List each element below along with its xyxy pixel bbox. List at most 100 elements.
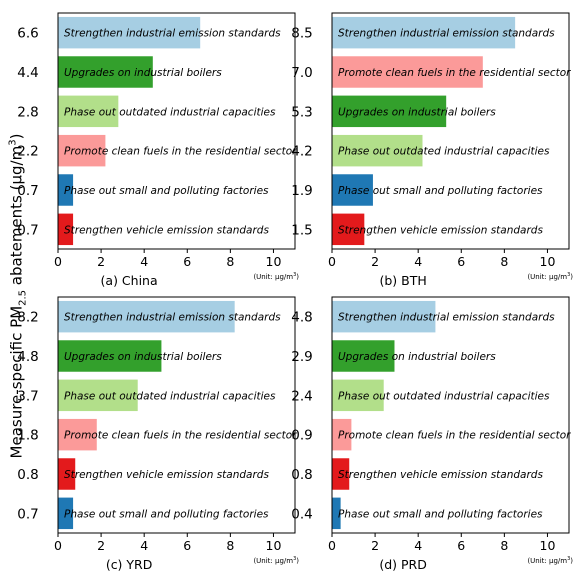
bar-category-label: Strengthen vehicle emission standards bbox=[64, 224, 269, 236]
bar bbox=[58, 174, 74, 206]
bar-category-label: Strengthen vehicle emission standards bbox=[338, 469, 543, 481]
unit-note: (Unit: μg/m3) bbox=[253, 556, 299, 565]
x-tick-label: 4 bbox=[414, 538, 422, 553]
x-tick-label: 8 bbox=[500, 538, 508, 553]
bar-value-label: 1.5 bbox=[291, 222, 312, 238]
bar-value-label: 0.8 bbox=[17, 467, 38, 483]
bar bbox=[58, 134, 106, 167]
x-tick-label: 4 bbox=[140, 538, 148, 553]
bar-value-label: 5.3 bbox=[291, 104, 312, 120]
bar bbox=[58, 497, 74, 530]
bar-category-label: Strengthen vehicle emission standards bbox=[338, 224, 543, 236]
bar-category-label: Strengthen industrial emission standards bbox=[338, 28, 555, 40]
bar-value-label: 8.2 bbox=[17, 310, 38, 326]
bar-category-label: Phase out outdated industrial capacities bbox=[338, 146, 550, 158]
bar-value-label: 0.8 bbox=[291, 467, 312, 483]
bar bbox=[58, 300, 235, 333]
plot-frame bbox=[331, 296, 570, 534]
panel-title: (a) China bbox=[101, 273, 158, 288]
bar-value-label: 4.8 bbox=[291, 310, 312, 326]
bar-value-label: 2.9 bbox=[291, 349, 312, 365]
bar bbox=[332, 56, 483, 88]
x-tick-label: 4 bbox=[414, 254, 422, 269]
x-tick-label: 10 bbox=[540, 538, 556, 553]
x-tick-label: 6 bbox=[183, 254, 191, 269]
bar-value-label: 3.7 bbox=[17, 388, 38, 404]
unit-note: (Unit: μg/m3) bbox=[527, 556, 573, 565]
bar bbox=[58, 340, 162, 372]
bar bbox=[58, 379, 138, 412]
x-tick-label: 2 bbox=[371, 254, 379, 269]
bar bbox=[58, 95, 119, 128]
bar-category-label: Phase out small and polluting factories bbox=[338, 185, 543, 197]
bar bbox=[332, 458, 350, 490]
x-tick-label: 10 bbox=[266, 254, 282, 269]
bar-value-label: 1.8 bbox=[17, 428, 38, 444]
x-tick-label: 6 bbox=[457, 254, 465, 269]
bar-value-label: 4.4 bbox=[17, 65, 38, 81]
x-tick-label: 8 bbox=[226, 538, 234, 553]
bar-category-label: Strengthen industrial emission standards bbox=[338, 312, 555, 324]
panel-title: (d) PRD bbox=[379, 557, 427, 572]
chart-panel-3: Strengthen industrial emission standards… bbox=[17, 296, 299, 572]
bar-category-label: Promote clean fuels in the residential s… bbox=[338, 67, 571, 79]
chart-panel-2: Strengthen industrial emission standards… bbox=[291, 12, 573, 288]
bar bbox=[332, 213, 365, 246]
bar bbox=[332, 340, 395, 372]
x-tick-label: 6 bbox=[183, 538, 191, 553]
bar-value-label: 4.2 bbox=[291, 144, 312, 160]
unit-note: (Unit: μg/m3) bbox=[527, 272, 573, 281]
bar-category-label: Upgrades on industrial boilers bbox=[64, 67, 222, 79]
bar-category-label: Strengthen industrial emission standards bbox=[64, 312, 281, 324]
bar-value-label: 2.8 bbox=[17, 104, 38, 120]
x-tick-label: 0 bbox=[328, 538, 336, 553]
x-tick-label: 10 bbox=[540, 254, 556, 269]
bar-value-label: 6.6 bbox=[17, 26, 38, 42]
bar-category-label: Upgrades on industrial boilers bbox=[338, 106, 496, 118]
bar bbox=[332, 134, 423, 167]
bar bbox=[332, 300, 436, 333]
x-tick-label: 4 bbox=[140, 254, 148, 269]
bar-category-label: Promote clean fuels in the residential s… bbox=[338, 430, 571, 442]
x-tick-label: 6 bbox=[457, 538, 465, 553]
x-tick-label: 2 bbox=[371, 538, 379, 553]
bar-category-label: Promote clean fuels in the residential s… bbox=[64, 146, 297, 158]
bar bbox=[332, 497, 341, 530]
x-tick-label: 2 bbox=[97, 538, 105, 553]
bar-category-label: Phase out small and polluting factories bbox=[64, 508, 269, 520]
chart-panel-1: Strengthen industrial emission standards… bbox=[17, 12, 299, 288]
bar-category-label: Phase out small and polluting factories bbox=[64, 185, 269, 197]
bar-category-label: Upgrades on industrial boilers bbox=[64, 351, 222, 363]
bar-value-label: 0.4 bbox=[291, 506, 312, 522]
plot-frame bbox=[331, 12, 570, 250]
bar-value-label: 1.9 bbox=[291, 183, 312, 199]
bar-category-label: Strengthen vehicle emission standards bbox=[64, 469, 269, 481]
bar-category-label: Promote clean fuels in the residential s… bbox=[64, 430, 297, 442]
x-tick-label: 0 bbox=[54, 254, 62, 269]
x-tick-label: 0 bbox=[54, 538, 62, 553]
bar bbox=[58, 418, 97, 451]
bar bbox=[332, 95, 447, 128]
bar bbox=[58, 213, 74, 246]
bar bbox=[58, 458, 76, 490]
bar-value-label: 4.8 bbox=[17, 349, 38, 365]
bar-category-label: Phase out small and polluting factories bbox=[338, 508, 543, 520]
bar-value-label: 0.7 bbox=[17, 506, 38, 522]
bar-value-label: 0.9 bbox=[291, 428, 312, 444]
x-tick-label: 8 bbox=[500, 254, 508, 269]
bar-category-label: Phase out outdated industrial capacities bbox=[338, 390, 550, 402]
panel-title: (b) BTH bbox=[379, 273, 426, 288]
bar bbox=[58, 56, 153, 88]
x-tick-label: 2 bbox=[97, 254, 105, 269]
bar-value-label: 0.7 bbox=[17, 222, 38, 238]
bar bbox=[58, 16, 201, 49]
x-tick-label: 0 bbox=[328, 254, 336, 269]
panel-title: (c) YRD bbox=[106, 557, 153, 572]
bar-value-label: 8.5 bbox=[291, 26, 312, 42]
bar-category-label: Strengthen industrial emission standards bbox=[64, 28, 281, 40]
x-tick-label: 8 bbox=[226, 254, 234, 269]
chart-panel-4: Strengthen industrial emission standards… bbox=[291, 296, 573, 572]
bar-category-label: Phase out outdated industrial capacities bbox=[64, 390, 276, 402]
bar bbox=[332, 174, 373, 206]
